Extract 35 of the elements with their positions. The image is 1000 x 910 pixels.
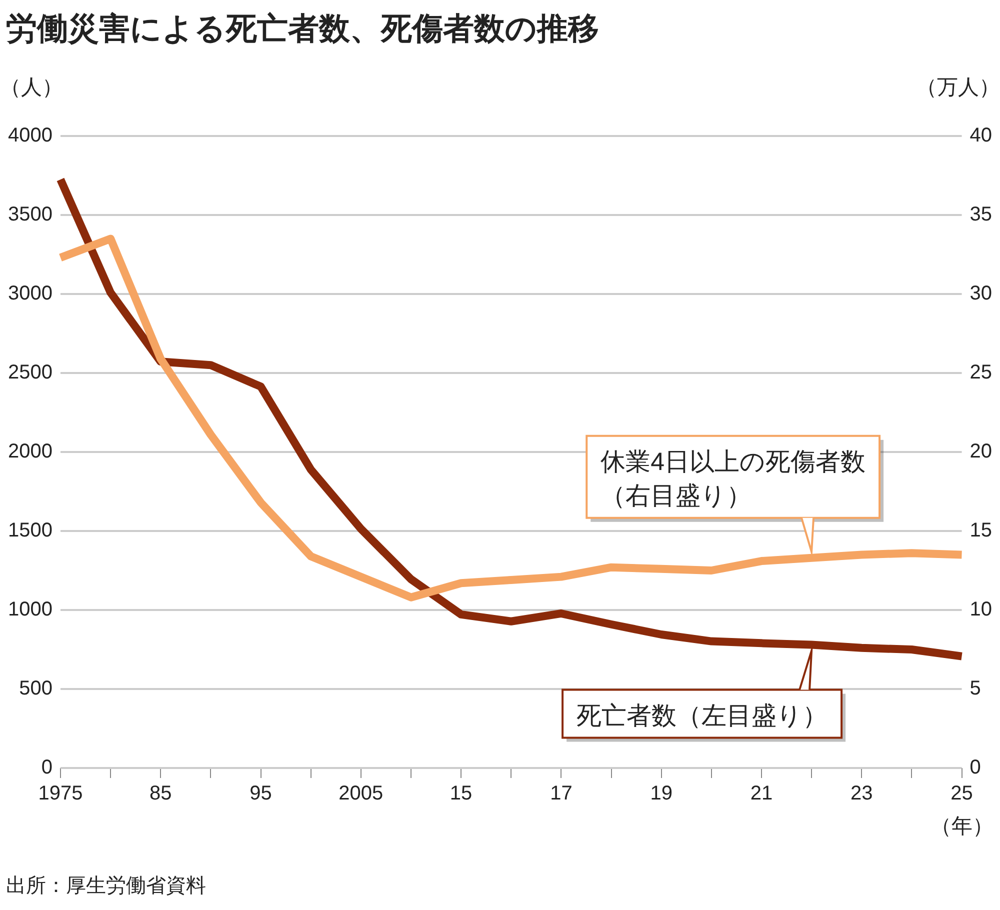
y2-tick-label: 10 <box>970 598 992 621</box>
y2-tick-label: 20 <box>970 440 992 463</box>
y2-tick-label: 0 <box>970 756 981 779</box>
y-tick-label: 2000 <box>8 440 52 463</box>
y-axis-title: （人） <box>0 76 63 99</box>
x-tick-label: 21 <box>750 782 773 805</box>
y2-tick-label: 5 <box>970 678 981 700</box>
x-tick-label: 2005 <box>338 782 384 805</box>
chart-title: 労働災害による死亡者数、死傷者数の推移 <box>6 10 599 49</box>
legend-label: 死亡者数（左目盛り） <box>576 702 828 730</box>
x-tick-label: 15 <box>450 782 472 805</box>
y2-axis-title: （万人） <box>916 76 1000 99</box>
y-tick-label: 0 <box>41 756 52 779</box>
x-tick-label: 25 <box>950 782 973 805</box>
text: 出所：厚生労働省資料 <box>6 872 206 899</box>
y-tick-label: 500 <box>19 678 52 700</box>
series-label: 休業4日以上の死傷者数（右目盛り） <box>600 448 866 510</box>
x-tick-label: 1975 <box>38 782 83 805</box>
x-tick-label: 85 <box>150 782 172 805</box>
y-tick-label: 2500 <box>8 362 52 384</box>
y-tick-label: 1500 <box>8 520 52 542</box>
y-tick-label: 4000 <box>8 124 52 147</box>
y2-tick-label: 25 <box>970 362 992 384</box>
y2-tick-label: 35 <box>970 204 992 226</box>
y-tick-label: 3000 <box>8 282 52 305</box>
x-tick-label: 23 <box>850 782 873 805</box>
x-tick-label: 19 <box>650 782 672 805</box>
y2-tick-label: 30 <box>970 282 992 305</box>
x-axis-title: （年） <box>930 815 994 838</box>
x-tick-label: 95 <box>250 782 272 805</box>
y2-tick-label: 40 <box>970 124 992 147</box>
y2-tick-label: 15 <box>970 520 992 542</box>
y-tick-label: 1000 <box>8 598 52 621</box>
y-tick-label: 3500 <box>8 204 52 226</box>
x-tick-label: 17 <box>550 782 572 805</box>
